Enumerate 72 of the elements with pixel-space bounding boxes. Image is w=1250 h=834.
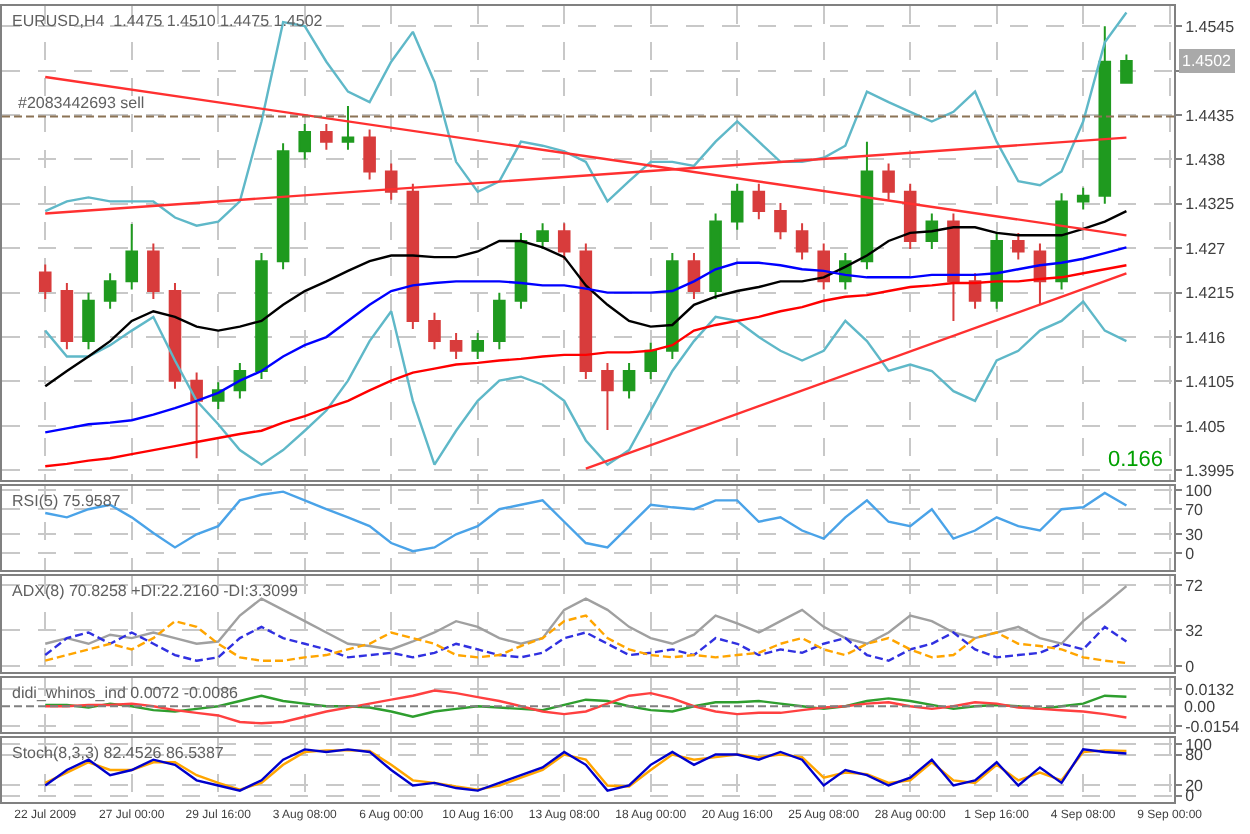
candlestick <box>774 202 787 241</box>
candlestick <box>341 105 355 151</box>
y-tick-label: 1.4215 <box>1185 284 1236 303</box>
candlestick <box>428 311 441 351</box>
chart-title: RSI(5) 75.9587 <box>12 492 122 510</box>
y-tick-label: 70 <box>1185 500 1205 519</box>
y-tick-label: 1.416 <box>1185 328 1227 347</box>
y-tick-label: 1.4435 <box>1185 106 1236 125</box>
line-series <box>44 246 1128 434</box>
candlestick <box>406 182 420 330</box>
candlestick <box>1120 53 1133 84</box>
candlestick <box>644 341 657 381</box>
y-tick-label: 72 <box>1185 576 1205 595</box>
candlestick <box>125 223 139 291</box>
y-tick-label: 100 <box>1185 481 1213 500</box>
candlestick <box>298 122 312 161</box>
candlestick <box>990 231 1003 310</box>
candlestick <box>103 272 117 310</box>
line-series <box>44 209 1128 388</box>
candlestick <box>557 222 571 261</box>
candlestick <box>947 212 960 322</box>
y-tick-label: 1.438 <box>1185 151 1227 170</box>
y-tick-label: 0.0132 <box>1185 680 1236 699</box>
candlestick <box>601 361 614 431</box>
y-tick-label: 0 <box>1185 657 1196 676</box>
chart-title: EURUSD,H4 1.4475 1.4510 1.4475 1.4502 <box>12 12 324 30</box>
candlestick <box>882 162 895 201</box>
line-series <box>44 614 1128 665</box>
y-tick-label: 1.427 <box>1185 239 1227 258</box>
annotation: 0.166 <box>1108 448 1164 472</box>
candlestick <box>579 242 593 381</box>
y-tick-label: 1.405 <box>1185 417 1227 436</box>
ref-line-label: #2083442693 sell <box>18 94 145 112</box>
candlestick <box>1012 231 1025 261</box>
candlestick <box>38 263 52 301</box>
candlestick <box>276 142 290 271</box>
candlestick <box>384 162 398 201</box>
candlestick <box>860 140 874 271</box>
candlestick <box>1076 186 1090 211</box>
candlestick <box>320 122 333 151</box>
annotation: 1.4502 <box>1182 52 1233 70</box>
y-tick-label: 1.4545 <box>1185 17 1236 36</box>
y-tick-label: 0 <box>1185 544 1196 563</box>
y-tick-label: -0.0154 <box>1185 718 1241 737</box>
candlestick <box>82 291 95 351</box>
line-series <box>44 625 1128 662</box>
chart-title: Stoch(8,3,3) 82.4526 86.5387 <box>12 744 225 762</box>
candlestick <box>622 361 636 400</box>
candlestick <box>449 332 463 360</box>
y-tick-label: 30 <box>1185 525 1205 544</box>
candlestick <box>60 281 74 351</box>
candlestick <box>255 252 268 381</box>
candlestick <box>536 222 549 251</box>
candlestick <box>471 332 485 360</box>
candlestick <box>687 252 701 301</box>
candlestick <box>795 222 809 261</box>
candlestick <box>666 252 679 360</box>
chart-title: ADX(8) 70.8258 +DI:22.2160 -DI:3.3099 <box>12 582 300 600</box>
candlestick <box>752 182 766 221</box>
y-tick-label: 1.4105 <box>1185 373 1236 392</box>
candlestick <box>1098 25 1112 205</box>
candlestick <box>709 212 722 301</box>
ref-line-label: 0.00 <box>1184 698 1217 716</box>
candlestick <box>968 272 982 310</box>
candlestick <box>147 242 160 301</box>
y-tick-label: 1.3995 <box>1185 461 1236 480</box>
y-tick-label: 32 <box>1185 621 1205 640</box>
candlestick <box>730 182 744 231</box>
candlestick <box>493 291 506 351</box>
y-tick-label: 1.4325 <box>1185 195 1236 214</box>
chart-title: didi_whinos_ind 0.0072 -0.0086 <box>12 684 240 702</box>
candlestick <box>363 128 376 181</box>
